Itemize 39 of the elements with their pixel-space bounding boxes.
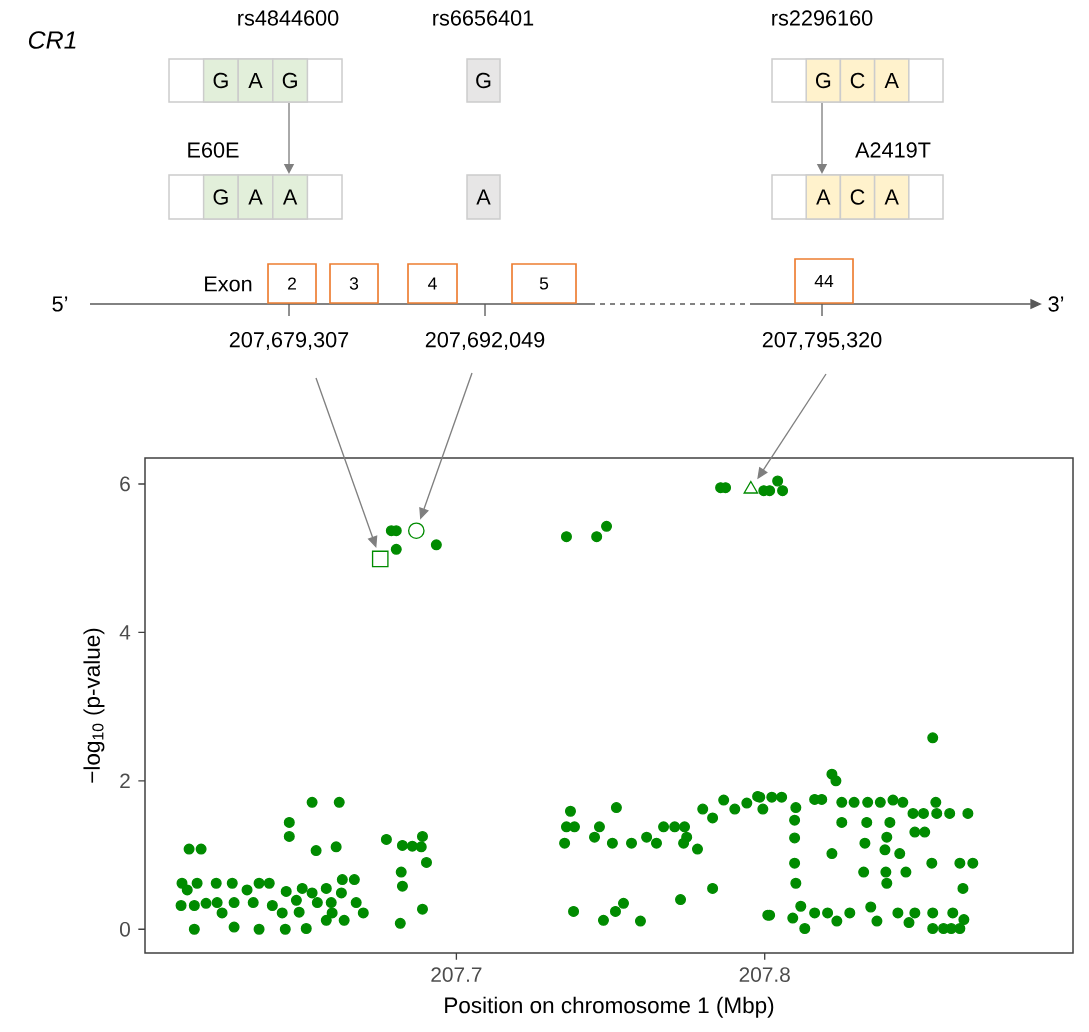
text: 207,679,307 (229, 332, 349, 350)
text: A (248, 189, 263, 205)
text: A (248, 73, 263, 88)
text: Exon (205, 276, 252, 292)
text: A (816, 189, 831, 205)
text: 5 (539, 277, 549, 290)
text: A (476, 189, 491, 205)
text: 207,692,049 (425, 332, 545, 350)
text: 3 (349, 277, 359, 290)
text: C (850, 72, 865, 89)
text: 207,795,320 (762, 332, 882, 350)
y-tick-label: 4 (119, 625, 131, 640)
text: rs2296160 (772, 10, 873, 26)
text: G (213, 189, 228, 205)
text: rs4844600 (238, 10, 339, 26)
x-tick-label: 207.7 (431, 967, 482, 982)
text: A (282, 189, 298, 205)
text: G (282, 72, 297, 89)
text: E60E (188, 142, 239, 158)
text: 3’ (1048, 296, 1064, 312)
text: 44 (814, 274, 834, 288)
text: G (213, 72, 228, 89)
text: A (884, 189, 899, 205)
x-axis-title: Position on chromosome 1 (Mbp) (445, 996, 774, 1018)
y-tick-label: 6 (120, 476, 130, 492)
text: A2419T (855, 142, 931, 158)
x-tick-label: 207.8 (739, 967, 790, 982)
text: 5’ (52, 296, 68, 312)
text: C (850, 189, 865, 205)
text: rs6656401 (433, 10, 534, 26)
text: G (476, 72, 491, 89)
y-tick-label: 2 (120, 773, 130, 789)
y-tick-label: 0 (120, 921, 130, 937)
text: CR1 (28, 31, 76, 49)
text: 4 (428, 277, 437, 290)
text: G (815, 72, 831, 89)
y-axis-title: −log$_{10}$ (p-value) (83, 628, 105, 783)
text: A (884, 73, 899, 88)
text: 2 (288, 277, 296, 290)
